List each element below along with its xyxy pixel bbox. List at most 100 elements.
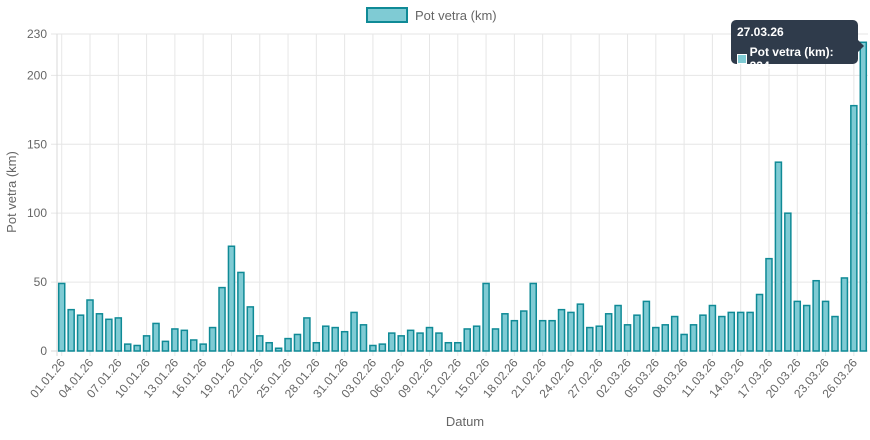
bar[interactable]	[123, 343, 132, 352]
bar[interactable]	[850, 104, 858, 352]
bar[interactable]	[793, 300, 802, 352]
legend-label[interactable]: Pot vetra (km)	[415, 8, 497, 23]
bar[interactable]	[538, 319, 547, 352]
bar[interactable]	[491, 328, 500, 352]
bar[interactable]	[774, 161, 783, 352]
bar[interactable]	[482, 282, 490, 352]
bar[interactable]	[265, 341, 273, 352]
bar[interactable]	[340, 330, 349, 352]
bar[interactable]	[76, 314, 85, 352]
bar[interactable]	[369, 344, 377, 352]
bar[interactable]	[208, 326, 217, 352]
bar[interactable]	[95, 313, 104, 352]
bar[interactable]	[765, 257, 773, 352]
bar[interactable]	[633, 314, 641, 352]
bar[interactable]	[472, 325, 481, 352]
bar[interactable]	[303, 317, 311, 352]
bar[interactable]	[57, 282, 66, 352]
bar[interactable]	[388, 332, 396, 352]
bar[interactable]	[718, 315, 726, 352]
bar[interactable]	[331, 326, 339, 352]
bar[interactable]	[661, 324, 670, 352]
bar[interactable]	[312, 341, 321, 352]
bar[interactable]	[812, 279, 820, 352]
bar[interactable]	[152, 322, 160, 352]
bar[interactable]	[510, 319, 519, 352]
bar[interactable]	[614, 304, 622, 352]
bar[interactable]	[293, 333, 302, 352]
bar[interactable]	[435, 332, 443, 352]
bar[interactable]	[520, 310, 528, 352]
bar[interactable]	[746, 311, 754, 352]
bar[interactable]	[670, 315, 679, 352]
bar[interactable]	[218, 286, 226, 352]
bar[interactable]	[444, 341, 453, 352]
bar[interactable]	[454, 341, 462, 352]
bar[interactable]	[199, 343, 207, 352]
bar[interactable]	[586, 326, 594, 352]
bar[interactable]	[784, 212, 792, 352]
bar[interactable]	[680, 333, 688, 352]
bar[interactable]	[831, 315, 839, 352]
bar[interactable]	[727, 311, 736, 352]
legend-swatch[interactable]	[366, 7, 408, 23]
bar[interactable]	[576, 303, 585, 352]
bar[interactable]	[359, 324, 368, 352]
bar[interactable]	[548, 319, 556, 352]
bar[interactable]	[840, 277, 849, 352]
bar[interactable]	[463, 328, 471, 352]
bar[interactable]	[321, 325, 330, 352]
legend[interactable]: Pot vetra (km)	[366, 7, 497, 23]
bar[interactable]	[189, 339, 198, 352]
bar[interactable]	[274, 347, 283, 352]
y-axis-ticks: 0 50 100 150 200 230	[27, 27, 47, 358]
bar[interactable]	[416, 332, 424, 352]
bar[interactable]	[227, 245, 236, 352]
bar[interactable]	[755, 293, 764, 352]
bar[interactable]	[529, 282, 537, 352]
bar[interactable]	[501, 313, 509, 352]
bar[interactable]	[86, 299, 94, 352]
bar[interactable]	[557, 308, 566, 352]
bar[interactable]	[142, 335, 151, 352]
bar[interactable]	[246, 306, 255, 352]
bar[interactable]	[604, 313, 613, 352]
bar[interactable]	[623, 324, 632, 352]
bar[interactable]	[350, 311, 358, 352]
bar[interactable]	[284, 337, 292, 352]
bar[interactable]	[171, 328, 179, 352]
bar[interactable]	[133, 344, 141, 352]
bar[interactable]	[406, 329, 415, 352]
bar[interactable]	[802, 304, 811, 352]
bar-series[interactable]	[57, 41, 868, 352]
grid-lines	[51, 33, 868, 356]
bar[interactable]	[114, 317, 123, 352]
bar[interactable]	[180, 329, 189, 352]
bar-tooltip: 27.03.26 Pot vetra (km): 224	[731, 20, 864, 73]
bar[interactable]	[595, 325, 604, 352]
bar[interactable]	[652, 326, 660, 352]
bar[interactable]	[689, 324, 698, 352]
y-tick-label: 0	[40, 344, 47, 358]
bar[interactable]	[378, 343, 387, 352]
bar[interactable]	[161, 340, 170, 352]
bar[interactable]	[105, 318, 113, 352]
bar[interactable]	[237, 271, 245, 352]
bar[interactable]	[425, 326, 434, 352]
y-tick-label: 230	[27, 27, 47, 41]
bar[interactable]	[821, 300, 830, 352]
tooltip-title: 27.03.26	[737, 25, 784, 39]
bar[interactable]	[708, 304, 717, 352]
bar[interactable]	[67, 308, 75, 352]
bar[interactable]	[642, 300, 651, 352]
bar[interactable]	[255, 335, 264, 352]
bar[interactable]	[736, 311, 745, 352]
x-axis-ticks: 01.01.2604.01.2607.01.2610.01.2613.01.26…	[27, 356, 860, 401]
y-tick-label: 100	[27, 206, 47, 220]
bar[interactable]	[567, 311, 575, 352]
bar[interactable]	[397, 335, 405, 352]
bar[interactable]	[699, 314, 707, 352]
bar[interactable]	[859, 41, 868, 352]
